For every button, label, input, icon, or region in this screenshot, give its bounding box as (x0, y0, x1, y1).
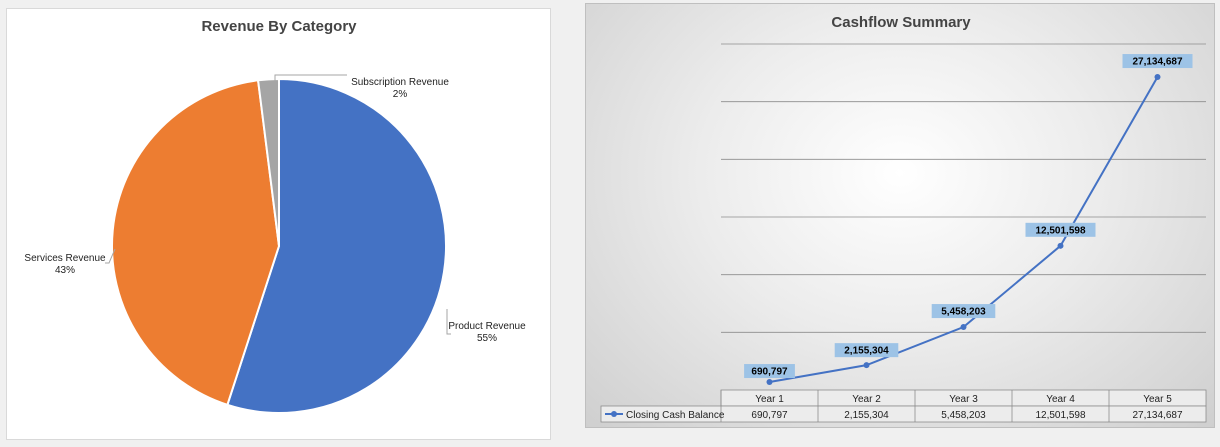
pie-label-product-revenue: Product Revenue (448, 321, 526, 332)
data-label-4: 12,501,598 (1035, 225, 1085, 236)
pie-leader-line (105, 248, 116, 264)
table-cell-2: 2,155,304 (844, 410, 889, 421)
data-label-box (744, 364, 795, 379)
table-cell-5: 27,134,687 (1132, 410, 1182, 421)
cashflow-line-chart: Cashflow Summary 690,797 2,155,304 5,458,2… (600, 14, 1207, 423)
data-label-2: 2,155,304 (844, 346, 889, 357)
table-header-5: Year 5 (1143, 394, 1172, 405)
series-line-closing-cash-balance (769, 76, 1159, 384)
data-label-1: 690,797 (751, 367, 788, 378)
table-row (600, 405, 1207, 423)
table-cell-1: 690,797 (751, 410, 788, 421)
data-label-box (1025, 222, 1096, 237)
table-header-2: Year 2 (852, 394, 881, 405)
table-header-4: Year 4 (1046, 394, 1075, 405)
legend-series-name: Closing Cash Balance (626, 410, 725, 421)
pie-leader-line (274, 74, 347, 81)
data-label-box (931, 304, 996, 319)
data-point-5 (1154, 74, 1161, 81)
data-label-3: 5,458,203 (941, 307, 986, 318)
data-point-2 (863, 362, 870, 369)
pie-slice-services-revenue (111, 79, 281, 407)
pie-percent-services-revenue: 43% (55, 265, 75, 276)
data-label-5: 27,134,687 (1132, 57, 1182, 68)
line-title: Cashflow Summary (831, 14, 971, 31)
pie-label-services-revenue: Services Revenue (24, 253, 106, 264)
pie-slice-subscription-revenue (256, 77, 280, 247)
pie-percent-subscription-revenue: 2% (393, 89, 408, 100)
pie-title: Revenue By Category (201, 18, 357, 35)
data-point-1 (766, 379, 773, 386)
data-point-4 (1057, 242, 1064, 249)
pie-leader-line (446, 309, 451, 335)
revenue-pie-panel: Revenue By Category Product Revenue 55% Se… (6, 8, 551, 440)
pie-slice-product-revenue (226, 77, 447, 414)
data-label-box (834, 343, 899, 358)
pie-label-subscription-revenue: Subscription Revenue (351, 77, 449, 88)
table-cell-4: 12,501,598 (1035, 410, 1085, 421)
cashflow-panel: Cashflow Summary 690,797 2,155,304 5,458,2… (585, 3, 1215, 428)
legend-key-marker (611, 411, 617, 417)
table-header-3: Year 3 (949, 394, 978, 405)
data-label-box (1122, 54, 1193, 69)
data-point-3 (960, 324, 967, 331)
table-header-1: Year 1 (755, 394, 784, 405)
table-cell-3: 5,458,203 (941, 410, 986, 421)
pie-percent-product-revenue: 55% (477, 333, 497, 344)
